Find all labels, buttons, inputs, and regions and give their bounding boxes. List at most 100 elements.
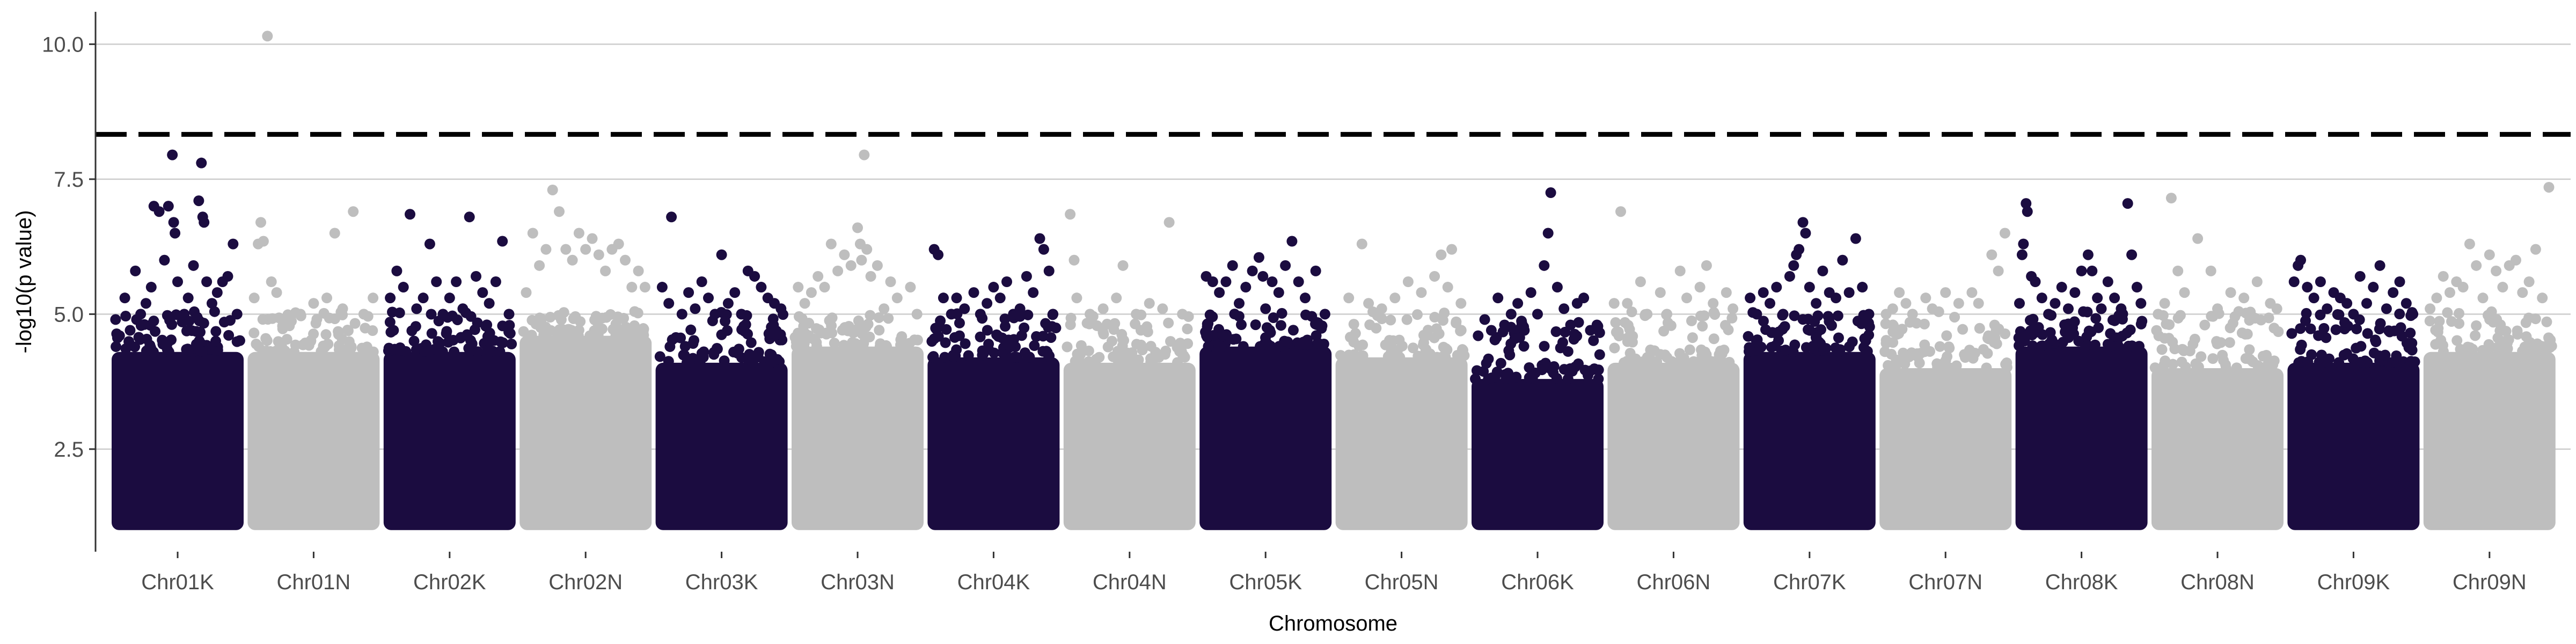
data-point <box>1492 292 1504 304</box>
data-point-fringe <box>1501 373 1512 384</box>
x-tick-label: Chr01K <box>141 570 214 594</box>
data-point-fringe <box>2318 323 2330 334</box>
data-point <box>1708 298 1719 309</box>
data-point-fringe <box>720 316 731 327</box>
data-point-fringe <box>1147 357 1158 368</box>
data-point-fringe <box>1255 341 1266 352</box>
data-point-fringe <box>1131 356 1142 368</box>
data-point <box>2179 287 2190 298</box>
data-point-fringe <box>991 329 1002 340</box>
data-point-fringe <box>2380 349 2391 361</box>
data-point <box>587 233 598 244</box>
data-point <box>1907 309 1918 320</box>
data-point-fringe <box>1301 339 1313 350</box>
data-point-fringe <box>1593 374 1604 385</box>
data-point-fringe <box>320 329 332 340</box>
data-point-fringe <box>999 313 1011 325</box>
data-point-fringe <box>1431 323 1442 334</box>
data-point <box>709 309 721 320</box>
data-point-fringe <box>1647 357 1658 368</box>
data-point-fringe <box>940 337 951 348</box>
data-point <box>2153 309 2164 320</box>
x-axis-title: Chromosome <box>1269 612 1397 635</box>
data-point-fringe <box>341 343 353 355</box>
data-point-fringe <box>1106 335 1117 347</box>
data-point-fringe <box>613 327 624 339</box>
data-point <box>424 238 435 250</box>
data-point-fringe <box>1824 316 1835 327</box>
data-point <box>1655 287 1666 298</box>
point-cloud-chr01k <box>112 352 244 530</box>
data-point <box>806 287 817 298</box>
data-point-fringe <box>419 346 430 357</box>
data-point-fringe <box>803 318 814 329</box>
data-point <box>130 265 141 276</box>
data-point <box>159 254 170 266</box>
data-point-fringe <box>2121 327 2133 339</box>
data-point <box>775 303 787 314</box>
chromosome-point-clouds <box>112 335 2556 530</box>
data-point-fringe <box>2180 361 2191 372</box>
data-point-fringe <box>333 329 344 340</box>
data-point <box>813 270 824 282</box>
data-point-fringe <box>814 324 825 335</box>
data-point-fringe <box>1524 362 1535 373</box>
data-point <box>2016 249 2028 260</box>
data-point-fringe <box>2333 309 2345 320</box>
data-point-fringe <box>1098 328 1109 340</box>
data-point-fringe <box>2161 318 2172 330</box>
data-point-fringe <box>1037 331 1049 342</box>
data-point <box>1065 209 1076 220</box>
data-point-fringe <box>2313 330 2324 341</box>
data-point <box>722 298 734 309</box>
data-point <box>405 209 415 220</box>
data-point <box>988 282 999 293</box>
data-point <box>503 309 515 320</box>
data-point-fringe <box>2199 319 2211 331</box>
x-tick-label: Chr09N <box>2453 570 2527 594</box>
data-point-fringe <box>826 320 837 331</box>
data-point-fringe <box>248 327 260 339</box>
data-point-fringe <box>1287 325 1299 336</box>
data-point <box>1578 292 1590 304</box>
data-point <box>1794 244 1805 255</box>
data-point <box>885 276 896 287</box>
data-point-fringe <box>763 328 774 339</box>
data-point-fringe <box>2527 346 2538 357</box>
data-point <box>1021 270 1032 282</box>
data-point-fringe <box>708 349 720 360</box>
data-point <box>2126 249 2138 260</box>
data-point-fringe <box>858 338 869 349</box>
data-point <box>1485 325 1497 336</box>
data-point-fringe <box>324 312 335 324</box>
data-point <box>982 298 993 309</box>
data-point <box>135 309 147 320</box>
data-point <box>1565 319 1576 331</box>
data-point-fringe <box>1203 341 1214 352</box>
data-point-fringe <box>2089 339 2101 350</box>
data-point <box>799 298 810 309</box>
data-point <box>110 314 121 325</box>
x-tick-label: Chr03K <box>685 570 758 594</box>
data-point-fringe <box>722 325 733 336</box>
data-point-fringe <box>2250 312 2261 324</box>
data-point <box>911 309 923 320</box>
data-point-fringe <box>2430 339 2441 350</box>
data-point <box>490 276 501 287</box>
data-point-fringe <box>2263 312 2274 324</box>
data-point <box>527 228 538 239</box>
data-point-fringe <box>289 346 300 357</box>
data-point-fringe <box>1622 336 1633 347</box>
data-point <box>1442 282 1453 293</box>
data-point-fringe <box>2233 306 2244 317</box>
data-point-fringe <box>1679 357 1690 368</box>
data-point <box>1220 276 1232 287</box>
data-point <box>1804 282 1815 293</box>
data-point <box>1797 217 1809 228</box>
data-point-fringe <box>2295 323 2306 334</box>
data-point <box>1257 270 1269 282</box>
data-point <box>1131 309 1142 320</box>
data-point <box>1111 292 1122 304</box>
data-point <box>2477 292 2489 304</box>
data-point-fringe <box>210 335 221 347</box>
